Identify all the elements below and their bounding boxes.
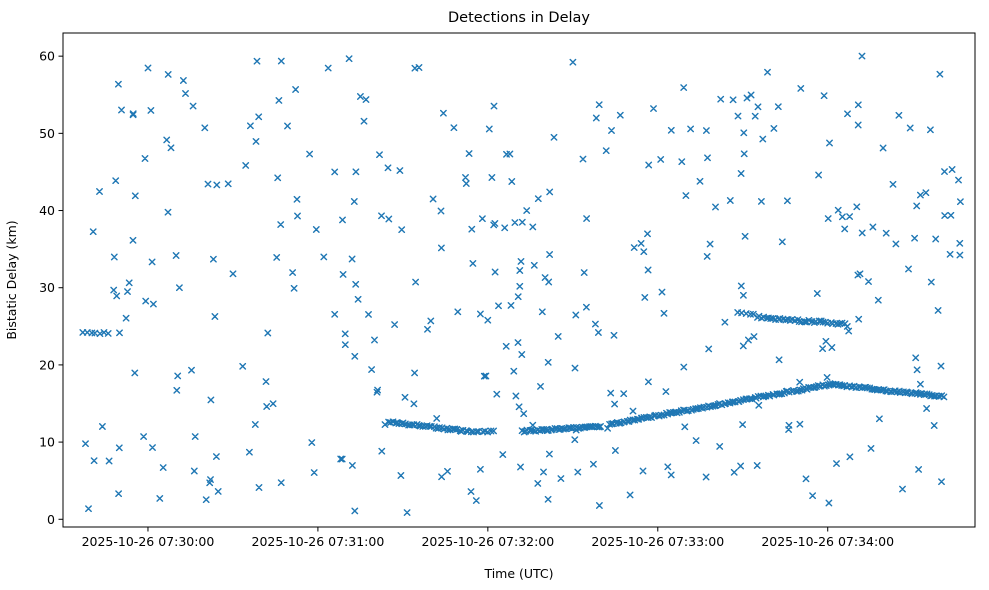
x-tick-label: 2025-10-26 07:33:00 — [591, 534, 724, 549]
y-tick-label: 40 — [39, 203, 55, 218]
y-tick-label: 20 — [39, 357, 55, 372]
scatter-points-track-flat-26 — [734, 309, 849, 328]
x-tick-label: 2025-10-26 07:34:00 — [761, 534, 894, 549]
scatter-points — [79, 52, 964, 516]
x-tick-label: 2025-10-26 07:30:00 — [82, 534, 215, 549]
y-tick-label: 30 — [39, 280, 55, 295]
axes-frame — [62, 32, 976, 528]
scatter-points-track-rising-main — [518, 380, 948, 436]
chart-title: Detections in Delay — [448, 10, 590, 26]
y-axis-label: Bistatic Delay (km) — [4, 220, 19, 339]
scatter-points-detections-background — [82, 52, 964, 516]
x-tick-label: 2025-10-26 07:31:00 — [252, 534, 385, 549]
y-tick-label: 50 — [39, 126, 55, 141]
x-axis-label: Time (UTC) — [483, 566, 553, 581]
y-tick-label: 0 — [47, 512, 55, 527]
scatter-points-track-descending — [385, 418, 497, 436]
x-tick-label: 2025-10-26 07:32:00 — [421, 534, 554, 549]
scatter-points-cluster-left-edge — [79, 329, 112, 338]
axes: 2025-10-26 07:30:00 2025-10-26 07:31:00 20… — [39, 32, 976, 549]
y-tick-label: 60 — [39, 49, 55, 64]
y-tick-label: 10 — [39, 435, 55, 450]
